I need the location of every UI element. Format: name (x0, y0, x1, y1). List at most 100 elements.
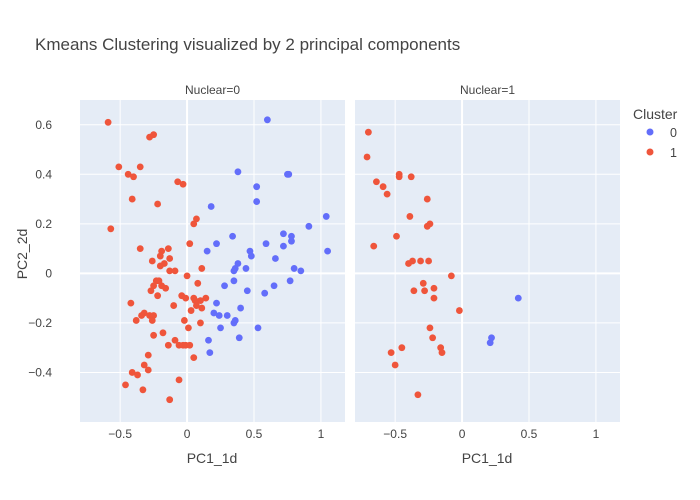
data-point-cluster-0[interactable] (261, 289, 269, 297)
data-point-cluster-1[interactable] (162, 284, 170, 292)
data-point-cluster-1[interactable] (407, 173, 415, 181)
data-point-cluster-1[interactable] (175, 376, 183, 384)
data-point-cluster-1[interactable] (127, 299, 135, 307)
data-point-cluster-1[interactable] (148, 257, 156, 265)
data-point-cluster-0[interactable] (223, 312, 231, 319)
data-point-cluster-0[interactable] (235, 334, 243, 342)
data-point-cluster-1[interactable] (144, 351, 152, 359)
data-point-cluster-0[interactable] (514, 294, 522, 302)
data-point-cluster-1[interactable] (423, 222, 431, 230)
data-point-cluster-1[interactable] (373, 178, 380, 186)
data-point-cluster-0[interactable] (290, 265, 298, 272)
data-point-cluster-0[interactable] (286, 277, 294, 285)
data-point-cluster-1[interactable] (104, 118, 112, 126)
data-point-cluster-0[interactable] (206, 349, 214, 357)
data-point-cluster-0[interactable] (270, 282, 278, 290)
data-point-cluster-0[interactable] (237, 304, 245, 312)
data-point-cluster-0[interactable] (230, 267, 238, 275)
data-point-cluster-1[interactable] (455, 307, 463, 314)
data-point-cluster-1[interactable] (190, 220, 198, 228)
data-point-cluster-1[interactable] (147, 287, 155, 295)
data-point-cluster-1[interactable] (128, 195, 136, 203)
data-point-cluster-1[interactable] (186, 240, 194, 248)
data-point-cluster-0[interactable] (210, 309, 218, 317)
data-point-cluster-0[interactable] (207, 203, 215, 210)
data-point-cluster-1[interactable] (364, 128, 372, 136)
data-point-cluster-1[interactable] (391, 361, 399, 369)
data-point-cluster-1[interactable] (370, 242, 378, 250)
data-point-cluster-1[interactable] (138, 312, 145, 319)
data-point-cluster-1[interactable] (197, 319, 204, 327)
data-point-cluster-1[interactable] (187, 307, 195, 314)
data-point-cluster-1[interactable] (193, 302, 200, 309)
data-point-cluster-0[interactable] (297, 267, 305, 275)
data-point-cluster-1[interactable] (164, 245, 172, 253)
data-point-cluster-0[interactable] (230, 277, 238, 285)
data-point-cluster-1[interactable] (186, 341, 194, 349)
data-point-cluster-0[interactable] (322, 213, 330, 220)
data-point-cluster-1[interactable] (421, 287, 428, 295)
data-point-cluster-1[interactable] (136, 245, 144, 253)
data-point-cluster-1[interactable] (430, 294, 438, 302)
data-point-cluster-0[interactable] (234, 168, 242, 176)
data-point-cluster-1[interactable] (159, 329, 167, 337)
data-point-cluster-1[interactable] (393, 232, 400, 240)
data-point-cluster-0[interactable] (203, 247, 211, 255)
data-point-cluster-0[interactable] (263, 116, 271, 124)
data-point-cluster-0[interactable] (288, 237, 295, 245)
data-point-cluster-1[interactable] (128, 369, 136, 376)
data-point-cluster-1[interactable] (156, 252, 164, 260)
data-point-cluster-1[interactable] (363, 153, 371, 161)
data-point-cluster-0[interactable] (486, 339, 494, 347)
data-point-cluster-1[interactable] (171, 267, 179, 275)
data-point-cluster-1[interactable] (410, 287, 418, 295)
data-point-cluster-1[interactable] (180, 317, 188, 324)
data-point-cluster-1[interactable] (130, 173, 137, 181)
data-point-cluster-0[interactable] (217, 324, 224, 332)
data-point-cluster-0[interactable] (213, 240, 220, 248)
data-point-cluster-1[interactable] (429, 334, 437, 342)
data-point-cluster-1[interactable] (430, 284, 438, 292)
data-point-cluster-1[interactable] (179, 180, 187, 188)
data-point-cluster-1[interactable] (150, 331, 158, 339)
data-point-cluster-1[interactable] (202, 294, 210, 302)
data-point-cluster-1[interactable] (426, 324, 434, 332)
data-point-cluster-1[interactable] (115, 163, 123, 171)
data-point-cluster-1[interactable] (197, 297, 204, 305)
data-point-cluster-1[interactable] (107, 225, 115, 233)
data-point-cluster-1[interactable] (183, 272, 191, 280)
data-point-cluster-1[interactable] (383, 190, 391, 198)
data-point-cluster-0[interactable] (253, 183, 261, 191)
data-point-cluster-1[interactable] (171, 336, 179, 344)
data-point-cluster-0[interactable] (280, 242, 287, 250)
data-point-cluster-1[interactable] (425, 257, 433, 265)
data-point-cluster-1[interactable] (423, 195, 431, 203)
data-point-cluster-0[interactable] (213, 299, 220, 307)
data-point-cluster-0[interactable] (247, 252, 255, 260)
data-point-cluster-1[interactable] (414, 391, 422, 399)
data-point-cluster-0[interactable] (242, 265, 250, 272)
data-point-cluster-0[interactable] (253, 198, 261, 205)
data-point-cluster-0[interactable] (280, 230, 287, 238)
data-point-cluster-0[interactable] (229, 232, 236, 240)
data-point-cluster-1[interactable] (154, 200, 162, 208)
data-point-cluster-1[interactable] (134, 371, 141, 379)
data-point-cluster-1[interactable] (136, 163, 144, 171)
data-point-cluster-1[interactable] (198, 265, 206, 272)
data-point-cluster-1[interactable] (419, 279, 427, 287)
data-point-cluster-1[interactable] (190, 354, 198, 361)
data-point-cluster-0[interactable] (262, 240, 270, 248)
data-point-cluster-0[interactable] (288, 232, 295, 240)
data-point-cluster-1[interactable] (166, 267, 174, 275)
data-point-cluster-1[interactable] (398, 344, 406, 352)
data-point-cluster-1[interactable] (154, 292, 162, 300)
data-point-cluster-0[interactable] (230, 319, 238, 327)
data-point-cluster-1[interactable] (182, 294, 190, 302)
data-point-cluster-1[interactable] (194, 279, 202, 287)
data-point-cluster-1[interactable] (170, 302, 178, 309)
data-point-cluster-1[interactable] (447, 272, 455, 280)
data-point-cluster-1[interactable] (124, 170, 132, 178)
data-point-cluster-1[interactable] (406, 213, 414, 220)
data-point-cluster-1[interactable] (185, 324, 192, 332)
data-point-cluster-0[interactable] (305, 222, 313, 230)
